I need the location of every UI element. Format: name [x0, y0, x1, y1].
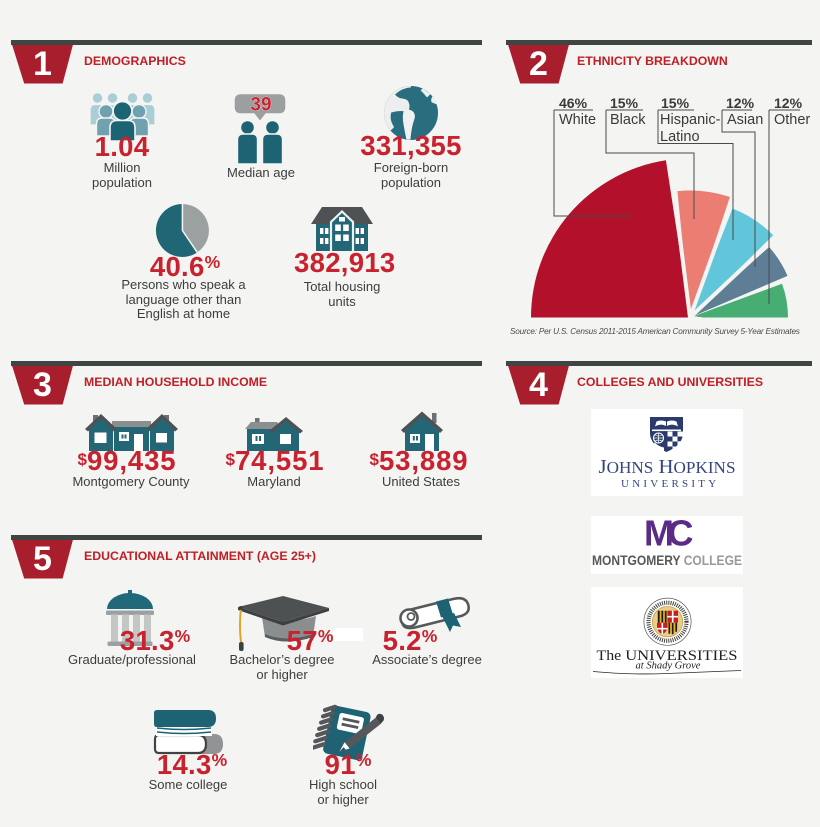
svg-text:39: 39: [250, 95, 271, 116]
svg-text:JOHNS HOPKINS: JOHNS HOPKINS: [599, 456, 736, 478]
svg-text:C: C: [668, 516, 694, 554]
svg-text:The UNIVERSITIES: The UNIVERSITIES: [597, 647, 738, 664]
svg-text:at Shady Grove: at Shady Grove: [636, 661, 701, 672]
svg-text:MONTGOMERY COLLEGE: MONTGOMERY COLLEGE: [592, 553, 742, 568]
svg-text:M: M: [644, 516, 674, 554]
svg-text:UNIVERSITY: UNIVERSITY: [621, 478, 719, 490]
